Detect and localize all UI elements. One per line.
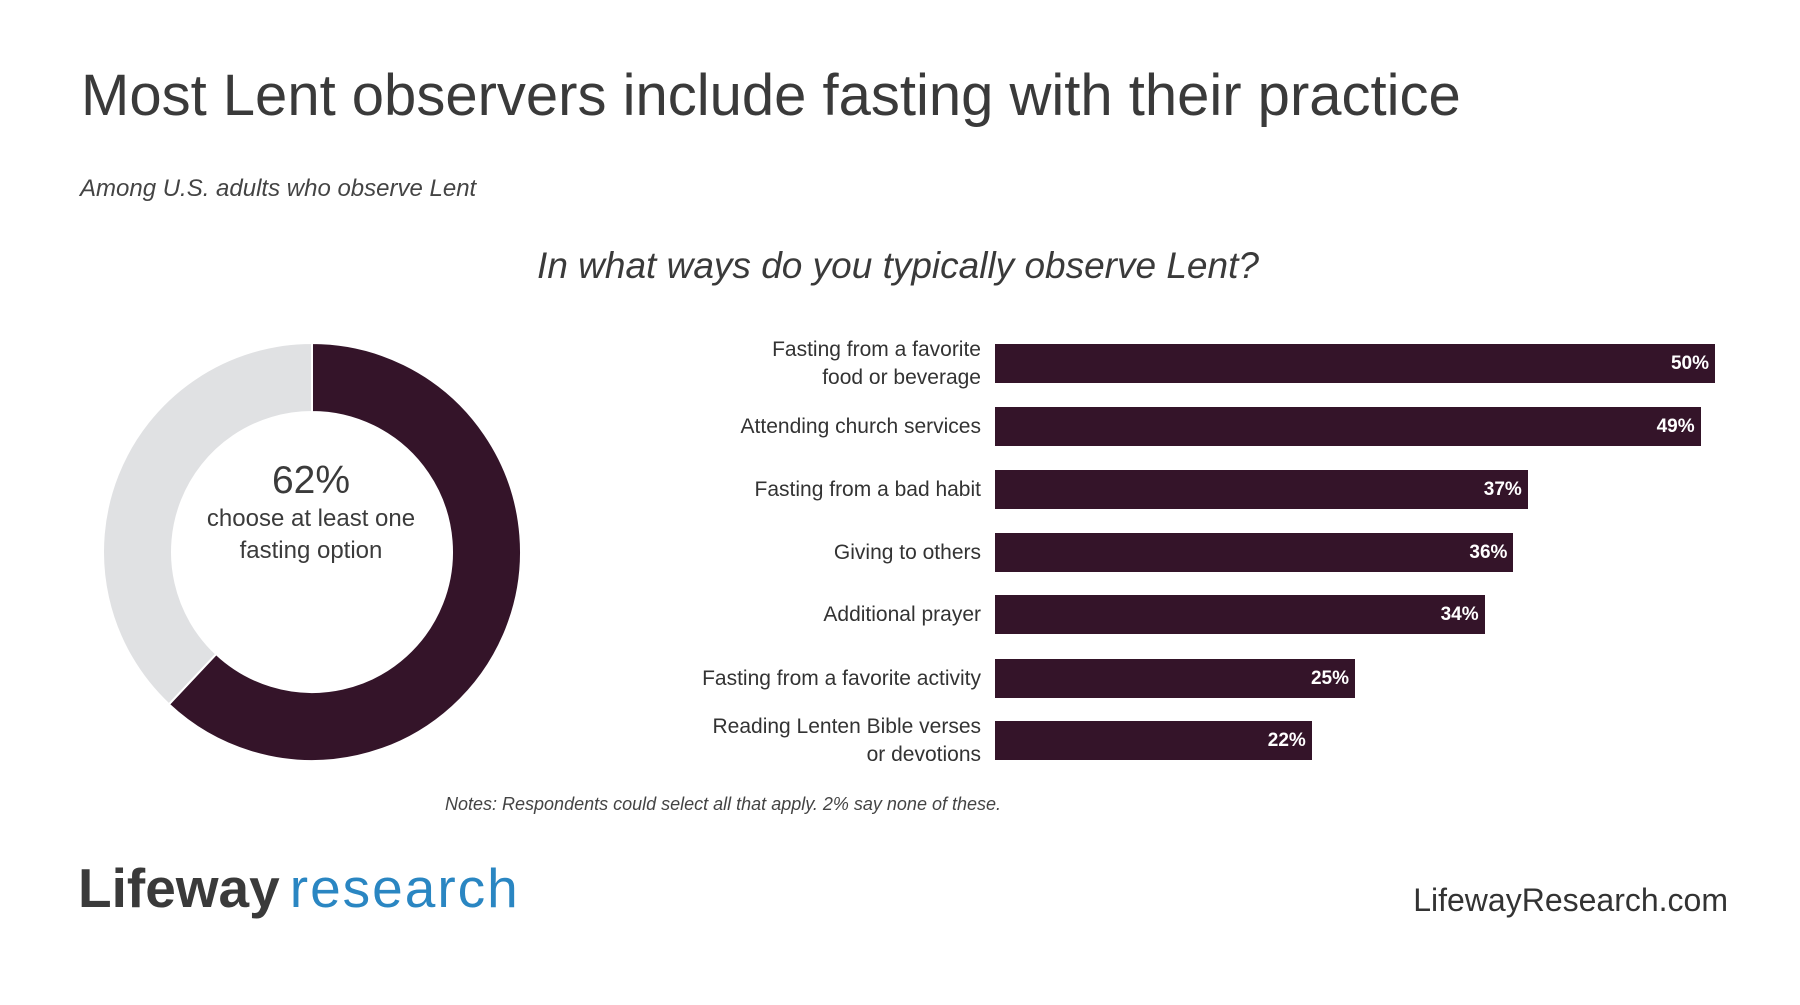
donut-chart: [102, 342, 522, 762]
website-url: LifewayResearch.com: [1413, 882, 1728, 918]
bar-value-label: 49%: [1656, 416, 1695, 437]
bar: [995, 344, 1715, 383]
bar-label: Attending church services: [741, 413, 981, 441]
bar-label-line: Giving to others: [833, 540, 981, 564]
logo-research: research: [289, 857, 520, 919]
lifeway-research-logo: Lifeway research: [78, 856, 520, 920]
bar: [995, 470, 1528, 509]
bar-label: Fasting from a favorite activity: [702, 665, 981, 693]
bar-label-line: Fasting from a bad habit: [754, 477, 981, 501]
bar-value-label: 36%: [1469, 542, 1508, 563]
bar: [995, 407, 1701, 446]
bar: [995, 595, 1485, 634]
donut-center-text: 62% choose at least one fasting option: [196, 459, 426, 567]
bar-chart-title: In what ways do you typically observe Le…: [537, 245, 1259, 286]
donut-center-value: 62%: [271, 459, 351, 502]
bar-label-line: food or beverage: [822, 365, 981, 389]
bar-value-label: 34%: [1440, 604, 1479, 625]
donut-slice-other: [102, 342, 313, 706]
bar-label: Reading Lenten Bible verses or devotions: [712, 713, 981, 769]
bar-value-label: 25%: [1310, 668, 1349, 689]
chart-title: Most Lent observers include fasting with…: [81, 63, 1461, 128]
bar: [995, 721, 1312, 760]
bar-label-line: or devotions: [866, 742, 981, 766]
bar: [995, 659, 1355, 698]
bar-label-line: Additional prayer: [823, 602, 981, 626]
donut-center-caption: choose at least one fasting option: [206, 505, 416, 564]
bar-label-line: Reading Lenten Bible verses: [712, 714, 981, 738]
bar-label: Fasting from a bad habit: [755, 476, 981, 504]
bar-label-line: Attending church services: [740, 414, 981, 438]
bar-label: Additional prayer: [823, 601, 981, 629]
bar-label: Giving to others: [834, 539, 981, 567]
bar-value-label: 37%: [1483, 479, 1522, 500]
bar-value-label: 50%: [1670, 353, 1709, 374]
notes: Notes: Respondents could select all that…: [445, 794, 1002, 814]
bar-label: Fasting from a favorite food or beverage: [772, 336, 981, 392]
bar: [995, 533, 1514, 572]
logo-lifeway: Lifeway: [78, 857, 280, 919]
bar-label-line: Fasting from a favorite activity: [702, 666, 981, 690]
bar-label-line: Fasting from a favorite: [772, 337, 981, 361]
donut-slice-fasting: [167, 342, 522, 762]
chart-subtitle: Among U.S. adults who observe Lent: [80, 175, 477, 202]
bar-value-label: 22%: [1267, 730, 1306, 751]
